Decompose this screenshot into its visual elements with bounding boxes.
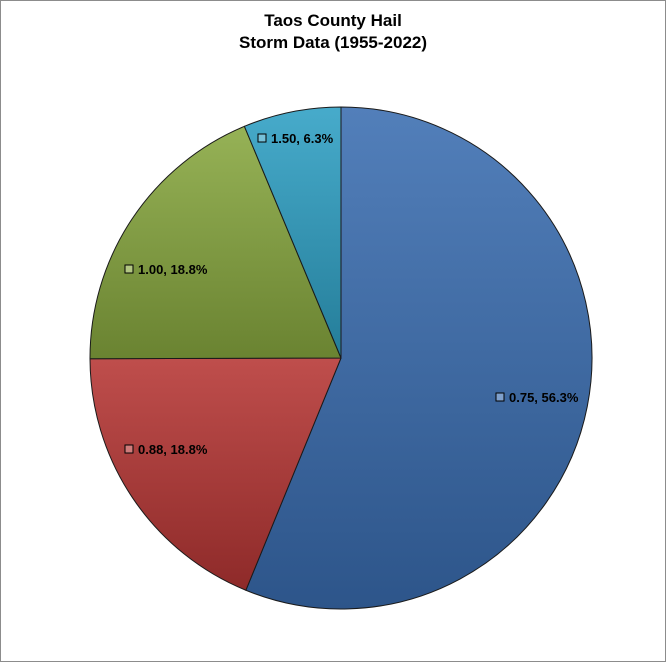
pie-slices: [89, 106, 593, 610]
chart-title-line-1: Taos County Hail: [264, 11, 402, 30]
pie-data-labels: 0.75, 56.3% 0.88, 18.8% 1.00, 18.8% 1.50, 6…: [124, 131, 579, 457]
data-label-text: 0.88, 18.8%: [138, 442, 208, 457]
chart-title-line-2: Storm Data (1955-2022): [238, 33, 428, 52]
legend-key-icon: [257, 133, 267, 143]
pie-slice-0-75: [245, 106, 593, 610]
pie-slice-1-50: [243, 106, 342, 359]
data-label-text: 1.00, 18.8%: [138, 262, 208, 277]
data-label-text: 0.75, 56.3%: [509, 390, 579, 405]
pie-slice-1-00: [89, 125, 342, 360]
data-label-0-88: 0.88, 18.8%: [124, 442, 208, 457]
legend-key-icon: [124, 264, 134, 274]
chart-title: Taos County Hail Storm Data (1955-2022): [0, 10, 666, 54]
legend-key-icon: [495, 392, 505, 402]
pie-slice-0-88: [89, 357, 342, 591]
data-label-1-50: 1.50, 6.3%: [257, 131, 334, 146]
data-label-1-00: 1.00, 18.8%: [124, 262, 208, 277]
data-label-text: 1.50, 6.3%: [271, 131, 334, 146]
data-label-0-75: 0.75, 56.3%: [495, 390, 579, 405]
legend-key-icon: [124, 444, 134, 454]
